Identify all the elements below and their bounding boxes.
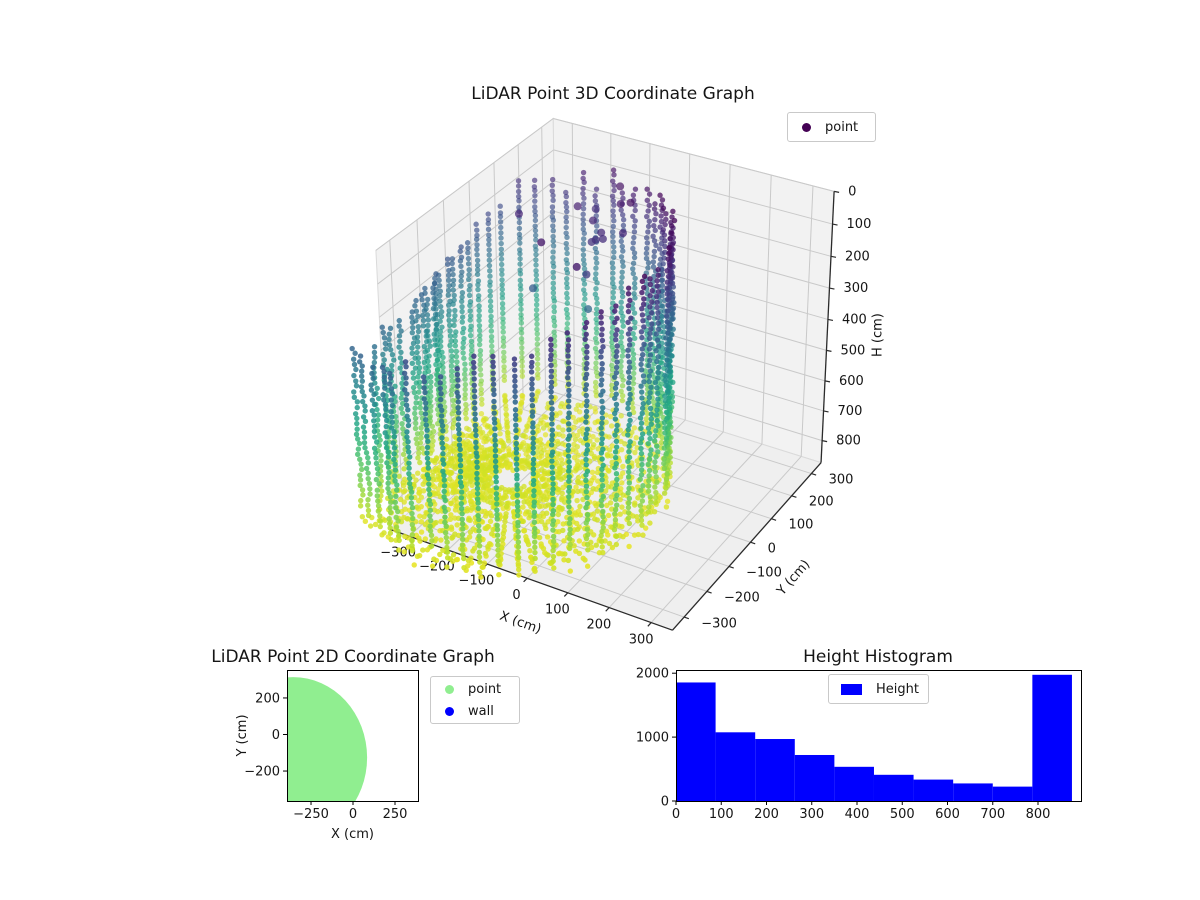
legend-row-point3d: point [788, 116, 875, 138]
plot3d-title: LiDAR Point 3D Coordinate Graph [471, 84, 755, 104]
legend-row-wall: wall [431, 700, 519, 722]
hist-title: Height Histogram [803, 647, 953, 667]
legend-label: point [468, 681, 502, 697]
plot2d-title: LiDAR Point 2D Coordinate Graph [211, 647, 495, 667]
hist-legend: Height [828, 674, 929, 704]
legend-label: wall [468, 703, 494, 719]
plot2d-legend: point wall [430, 676, 520, 724]
point-marker-icon [445, 684, 454, 694]
legend-row-point: point [431, 678, 519, 700]
legend-label: Height [876, 681, 919, 697]
legend-label: point [825, 119, 859, 135]
height-patch-icon [841, 683, 862, 695]
plot3d-legend: point [787, 112, 876, 142]
wall-marker-icon [445, 706, 454, 716]
point-marker-icon [802, 122, 811, 132]
legend-row-height: Height [829, 678, 928, 700]
